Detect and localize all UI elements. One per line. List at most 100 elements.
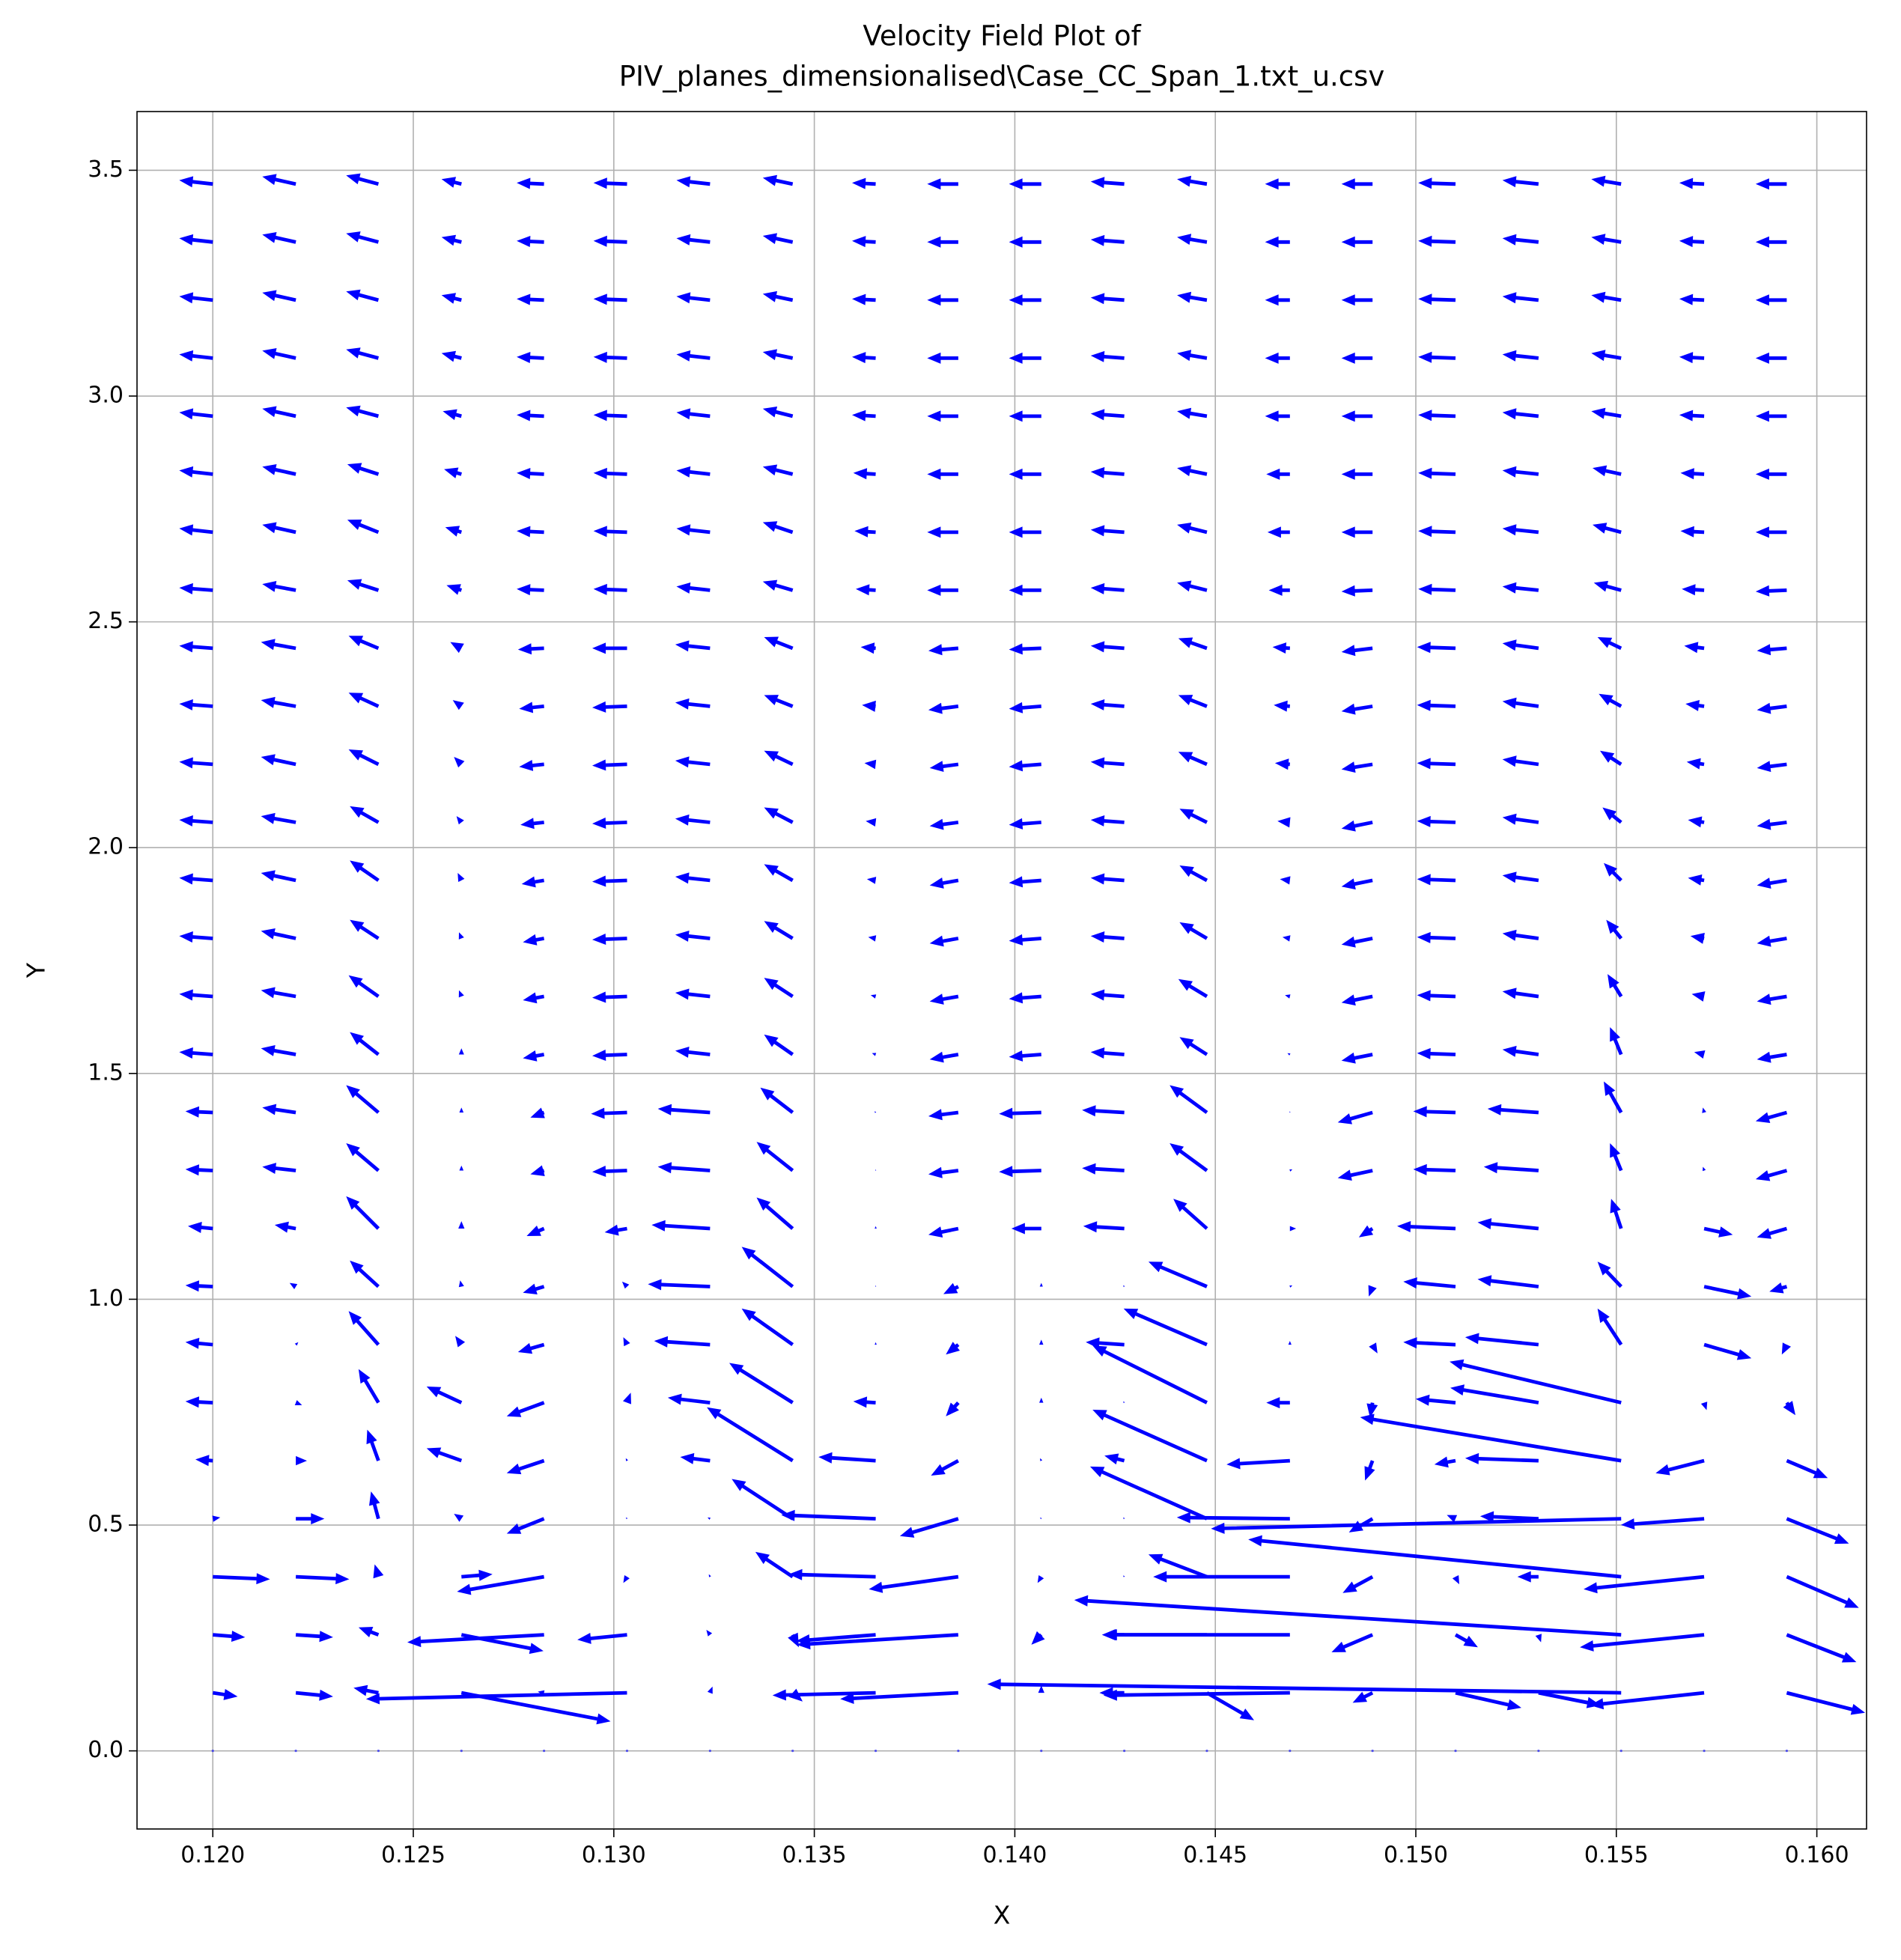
arrow — [1703, 1166, 1706, 1172]
arrow — [1593, 580, 1622, 592]
arrow — [1756, 877, 1787, 889]
arrow — [1455, 1690, 1521, 1711]
arrow — [346, 231, 379, 244]
arrow — [1090, 466, 1125, 478]
y-tick-label: 3.5 — [88, 156, 124, 183]
arrow — [358, 1369, 380, 1404]
arrow — [927, 410, 958, 422]
arrow — [347, 520, 380, 535]
arrow — [860, 642, 876, 654]
arrow — [875, 1226, 877, 1229]
arrow — [1756, 644, 1787, 656]
arrow — [1755, 585, 1787, 597]
arrow — [1341, 761, 1373, 773]
arrow — [762, 174, 794, 186]
arrow — [1268, 584, 1290, 596]
arrow — [1226, 1458, 1290, 1470]
arrow — [1502, 408, 1539, 420]
arrow — [1785, 1750, 1789, 1753]
arrow — [1009, 818, 1041, 830]
arrow — [1265, 236, 1290, 248]
arrow — [604, 1224, 627, 1236]
arrow — [1597, 1308, 1623, 1346]
arrow — [1337, 1169, 1373, 1181]
arrow — [874, 1750, 877, 1753]
arrow — [1177, 350, 1208, 362]
arrow — [1450, 1359, 1622, 1404]
arrow — [1274, 700, 1290, 712]
arrow — [1009, 468, 1041, 480]
arrow — [377, 1750, 380, 1753]
y-axis-label: Y — [22, 962, 51, 979]
arrow — [676, 176, 711, 188]
arrow — [262, 174, 296, 186]
arrow — [261, 987, 296, 999]
arrow — [179, 757, 213, 769]
arrow — [365, 1690, 627, 1705]
arrow — [760, 1087, 794, 1114]
arrow — [1464, 1333, 1539, 1347]
arrow — [1040, 1750, 1043, 1753]
arrow — [1604, 862, 1622, 882]
arrow — [1417, 990, 1456, 1002]
arrow — [1682, 584, 1705, 596]
arrow — [1103, 1689, 1290, 1701]
arrow — [625, 1517, 628, 1520]
arrow — [762, 579, 794, 592]
arrow — [1265, 178, 1290, 190]
arrow — [1092, 1410, 1208, 1463]
arrow — [680, 1452, 711, 1464]
arrow — [1610, 1027, 1623, 1056]
arrow — [1418, 293, 1456, 305]
arrow — [1179, 1037, 1208, 1056]
arrow — [1679, 293, 1705, 305]
arrow — [458, 1221, 465, 1229]
arrow — [657, 1162, 711, 1174]
arrow — [592, 701, 627, 713]
arrow — [797, 1633, 958, 1650]
arrow — [927, 526, 958, 538]
arrow — [999, 1107, 1041, 1119]
arrow — [764, 978, 794, 998]
arrow — [452, 700, 464, 710]
arrow — [929, 761, 959, 772]
arrow — [1684, 642, 1705, 654]
arrow — [1009, 236, 1041, 248]
arrow — [369, 1491, 380, 1520]
arrow — [862, 700, 876, 712]
arrow — [1090, 525, 1125, 537]
arrow — [1009, 701, 1041, 713]
arrow — [274, 1221, 296, 1233]
arrow — [593, 410, 627, 421]
arrow — [188, 1222, 213, 1233]
arrow — [195, 1455, 213, 1467]
y-tick-label: 2.0 — [88, 834, 124, 860]
arrow — [1502, 639, 1539, 651]
arrow — [929, 818, 959, 830]
arrow — [1755, 1169, 1788, 1181]
arrow — [294, 1342, 299, 1346]
arrow — [676, 524, 711, 536]
arrow — [1289, 1226, 1297, 1232]
arrow — [1454, 1633, 1478, 1648]
arrow — [1786, 1690, 1865, 1715]
arrow — [1688, 816, 1705, 828]
x-tick-label: 0.120 — [180, 1842, 245, 1869]
y-tick-label: 1.0 — [88, 1285, 124, 1312]
arrow — [262, 290, 296, 302]
arrow — [517, 643, 544, 655]
arrow — [592, 934, 627, 945]
arrow — [261, 639, 296, 651]
y-tick-label: 3.0 — [88, 383, 124, 409]
arrow — [1123, 1285, 1125, 1288]
arrow — [262, 406, 296, 419]
arrow — [667, 1393, 711, 1405]
arrow — [517, 293, 544, 305]
arrow — [853, 468, 876, 480]
arrow — [676, 582, 711, 594]
arrow — [1371, 1750, 1374, 1753]
arrow — [517, 352, 544, 363]
arrow — [1756, 702, 1787, 714]
arrow — [1248, 1535, 1622, 1579]
arrow — [1170, 1143, 1208, 1172]
